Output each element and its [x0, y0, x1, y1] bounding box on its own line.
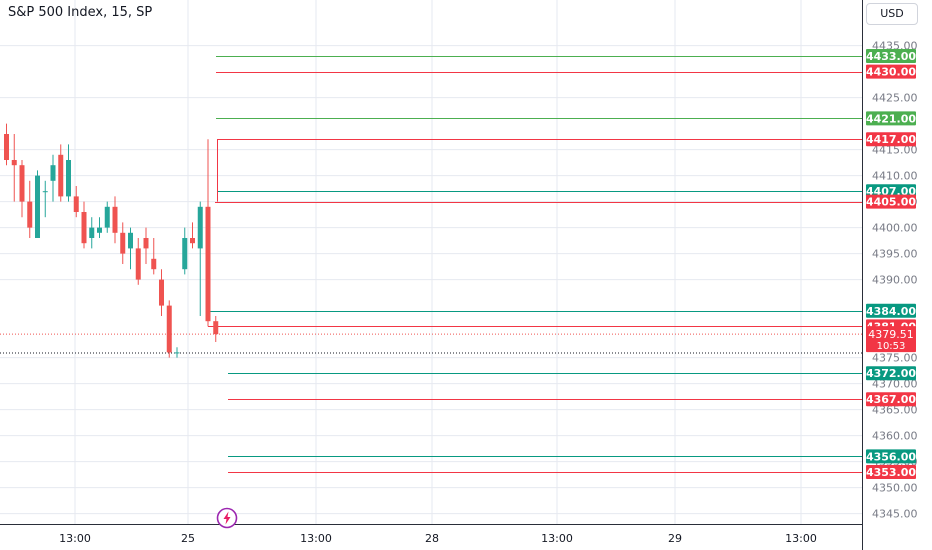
y-tick-label: 4415.00 [872, 144, 918, 157]
candle-body [4, 134, 9, 160]
candle-body [58, 154, 64, 197]
candle-body [135, 248, 141, 280]
currency-button[interactable]: USD [866, 3, 918, 25]
candle-body [35, 175, 40, 238]
y-tick-label: 4365.00 [872, 404, 918, 417]
candle-body [166, 305, 172, 353]
candle-body [174, 352, 180, 354]
candle-body [11, 160, 17, 166]
candle-body [66, 160, 71, 197]
candle-body [73, 196, 79, 212]
price-label-box [866, 465, 916, 479]
candle-body [50, 165, 56, 181]
price-label-text: 4353.00 [866, 466, 916, 479]
price-label-box [866, 49, 916, 63]
price-label-box [866, 449, 916, 464]
candle-body [120, 232, 126, 254]
y-tick-label: 4425.00 [872, 92, 918, 105]
x-tick-label: 28 [425, 532, 439, 545]
x-tick-label: 25 [181, 532, 195, 545]
candle-body [151, 258, 157, 270]
candle-body [143, 238, 149, 249]
countdown-label: 10:53 [877, 341, 906, 352]
candle-body [19, 165, 25, 202]
y-tick-label: 4410.00 [872, 170, 918, 183]
candle-body [182, 238, 188, 270]
price-label-box [866, 366, 916, 381]
candle-body [42, 191, 48, 193]
price-label-text: 4430.00 [866, 66, 916, 79]
price-label-text: 4405.00 [866, 196, 916, 209]
y-tick-label: 4370.00 [872, 378, 918, 391]
last-price-label-box [866, 326, 916, 353]
price-label-box [866, 392, 916, 407]
price-label-text: 4417.00 [866, 133, 916, 146]
price-label-text: 4421.00 [866, 112, 916, 125]
candle-body [27, 201, 33, 228]
price-label-box [866, 194, 916, 209]
candle-body [159, 279, 164, 306]
chart-title: S&P 500 Index, 15, SP [8, 5, 153, 20]
candle-body [128, 232, 133, 249]
price-label-box [866, 64, 916, 79]
price-label-box [866, 111, 916, 126]
candle-body [112, 206, 118, 233]
candle-body [197, 206, 203, 249]
y-tick-label: 4345.00 [872, 508, 918, 521]
plot-area [0, 0, 862, 524]
candle-body [104, 206, 110, 228]
y-tick-label: 4350.00 [872, 482, 918, 495]
price-label-text: 4384.00 [866, 305, 916, 318]
candle-body [190, 238, 195, 244]
price-label-text: 4367.00 [866, 393, 916, 406]
x-tick-label: 13:00 [785, 532, 817, 545]
y-tick-label: 4375.00 [872, 352, 918, 365]
x-tick-label: 13:00 [59, 532, 91, 545]
candle-body [213, 321, 219, 335]
y-tick-label: 4400.00 [872, 222, 918, 235]
price-label-text: 4372.00 [866, 367, 916, 380]
x-tick-label: 13:00 [300, 532, 332, 545]
price-label-box [866, 132, 916, 147]
last-price-label: 4379.51 [868, 328, 914, 341]
price-label-text: 4356.00 [866, 450, 916, 463]
lightning-icon[interactable] [216, 507, 238, 529]
y-tick-label: 4390.00 [872, 274, 918, 287]
price-label-text: 4433.00 [866, 50, 916, 63]
candle-body [97, 227, 102, 233]
x-tick-label: 13:00 [541, 532, 573, 545]
candle-body [89, 227, 95, 238]
x-tick-label: 29 [668, 532, 682, 545]
y-tick-label: 4395.00 [872, 248, 918, 261]
candle-body [81, 212, 87, 244]
candle-body [205, 206, 211, 322]
y-tick-label: 4360.00 [872, 430, 918, 443]
price-label-box [866, 303, 916, 318]
